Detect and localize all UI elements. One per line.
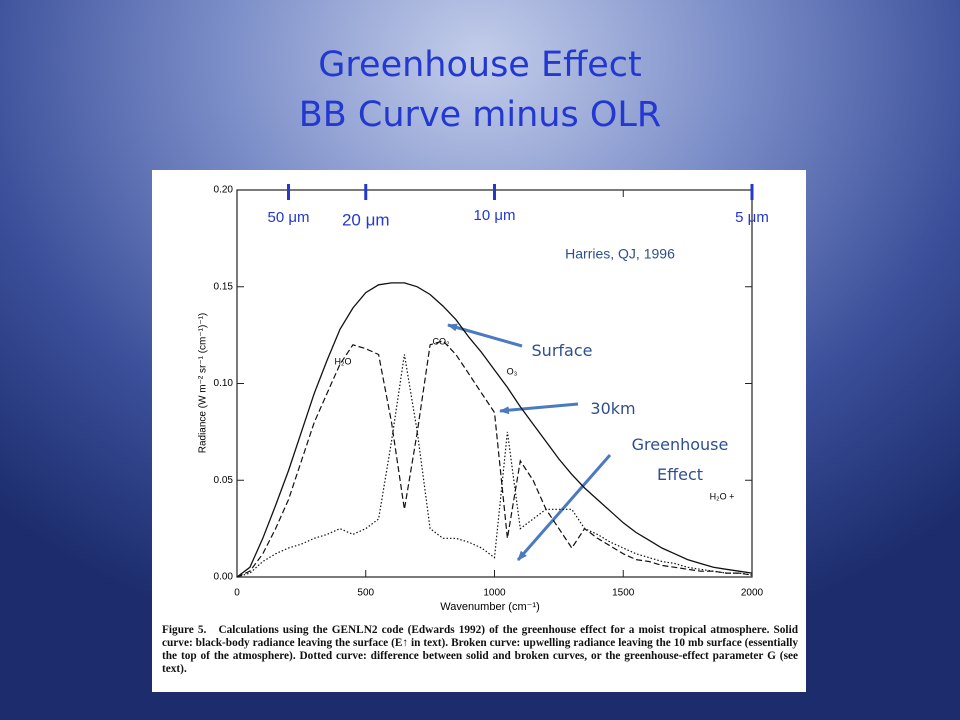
source: Harries, QJ, 1996 — [565, 246, 675, 262]
y-tick-label: 0.10 — [214, 378, 234, 389]
top-marker-label: 50 μm — [268, 209, 310, 226]
series-line — [236, 282, 753, 578]
x-tick-label: 500 — [357, 588, 374, 599]
callout: Surface — [531, 341, 593, 360]
top-marker-label: 5 μm — [735, 209, 769, 226]
series-line — [236, 354, 753, 578]
arrow — [499, 402, 579, 415]
slide-title: Greenhouse Effect BB Curve minus OLR — [0, 40, 960, 140]
callout: Greenhouse Effect — [631, 435, 729, 484]
arrow — [447, 323, 523, 348]
y-tick-label: 0.15 — [214, 281, 234, 292]
title-line: BB Curve minus OLR — [298, 95, 662, 135]
caption-text: Calculations using the GENLN2 code (Edwa… — [162, 624, 798, 675]
figure — [152, 170, 806, 692]
top-marker-label: 10 μm — [474, 207, 516, 224]
caption-label: Figure 5. — [162, 624, 207, 636]
series-line — [236, 340, 753, 578]
band-label: O₃ — [507, 366, 518, 376]
top-marker-label: 20 μm — [342, 210, 390, 229]
x-tick-label: 2000 — [741, 588, 764, 599]
band-label: H₂O — [335, 356, 352, 366]
y-axis-label: Radiance (W m⁻² sr⁻¹ (cm⁻¹)⁻¹) — [198, 313, 209, 454]
y-tick-label: 0.00 — [214, 572, 234, 583]
x-tick-label: 1500 — [612, 588, 635, 599]
band-label: CO₂ — [433, 336, 451, 346]
callout: 30km — [590, 399, 636, 418]
caption: Figure 5. Calculations using the GENLN2 … — [162, 624, 798, 676]
title-line: Greenhouse Effect — [318, 45, 642, 85]
y-tick-label: 0.05 — [214, 475, 234, 486]
y-tick-label: 0.20 — [214, 185, 234, 196]
band-label: H₂O + — [710, 491, 735, 501]
x-tick-label: 1000 — [483, 588, 506, 599]
arrow — [516, 454, 612, 561]
x-tick-label: 0 — [234, 588, 240, 599]
x-axis-label: Wavenumber (cm⁻¹) — [440, 601, 540, 613]
